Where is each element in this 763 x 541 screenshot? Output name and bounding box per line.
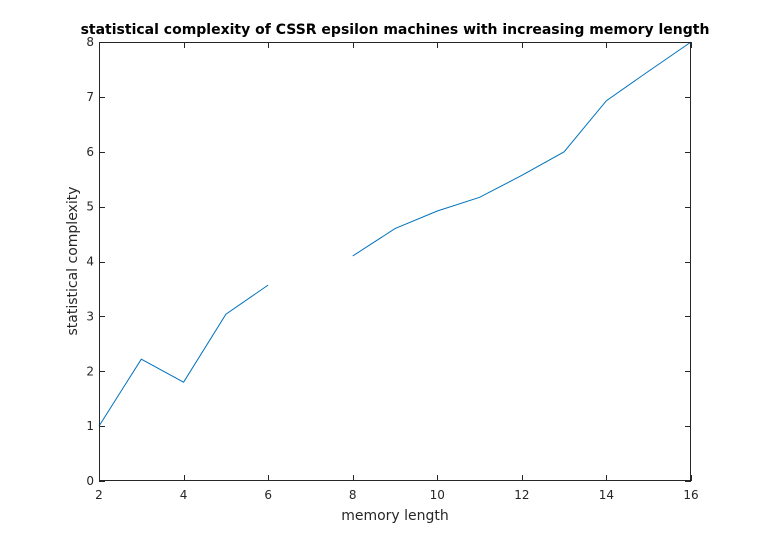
y-tick-label: 5 (86, 200, 94, 214)
x-tick-label: 12 (514, 488, 529, 502)
series-line-segment (352, 41, 692, 257)
x-tick-label: 10 (430, 488, 445, 502)
axes-background (99, 42, 691, 481)
y-tick-label: 7 (86, 90, 94, 104)
y-tick-label: 8 (86, 35, 94, 49)
x-axis-label: memory length (341, 508, 449, 524)
x-tick-label: 14 (599, 488, 614, 502)
chart-title: statistical complexity of CSSR epsilon m… (81, 22, 710, 38)
y-tick-label: 2 (86, 364, 94, 378)
x-tick-label: 8 (349, 488, 357, 502)
x-tick-label: 6 (264, 488, 272, 502)
y-tick-label: 4 (86, 255, 94, 269)
y-tick-label: 0 (86, 474, 94, 488)
axes-frame (99, 42, 691, 481)
series-line-segment (98, 284, 269, 427)
x-tick-label: 16 (683, 488, 698, 502)
y-tick-label: 6 (86, 145, 94, 159)
y-tick-label: 1 (86, 419, 94, 433)
y-tick-label: 3 (86, 309, 94, 323)
x-tick-label: 2 (95, 488, 103, 502)
y-axis-label: statistical complexity (65, 186, 81, 335)
series-group (98, 41, 692, 427)
x-tick-label: 4 (180, 488, 188, 502)
